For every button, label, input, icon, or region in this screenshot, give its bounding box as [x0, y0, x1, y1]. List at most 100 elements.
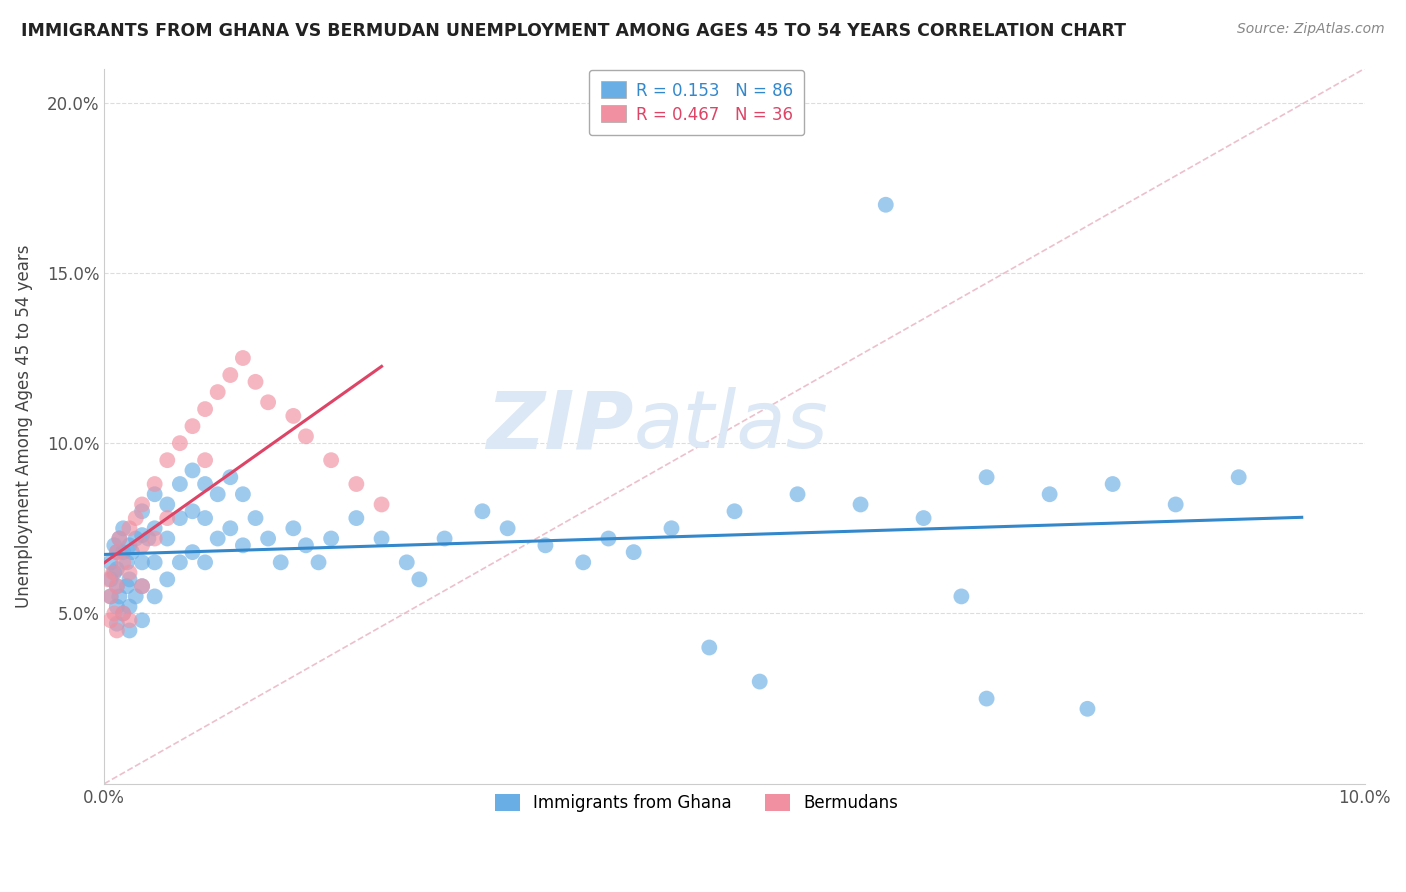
Point	[723, 504, 745, 518]
Point	[344, 511, 367, 525]
Point	[131, 504, 153, 518]
Point	[194, 555, 217, 569]
Point	[156, 511, 179, 525]
Point	[156, 453, 179, 467]
Point	[143, 532, 166, 546]
Point	[108, 590, 131, 604]
Point	[219, 368, 242, 382]
Point	[169, 436, 191, 450]
Point	[194, 511, 217, 525]
Point	[105, 545, 128, 559]
Point	[976, 691, 998, 706]
Point	[207, 385, 229, 400]
Point	[370, 498, 392, 512]
Point	[112, 545, 135, 559]
Point	[125, 511, 148, 525]
Point	[697, 640, 720, 655]
Point	[105, 562, 128, 576]
Point	[105, 579, 128, 593]
Point	[105, 616, 128, 631]
Legend: Immigrants from Ghana, Bermudans: Immigrants from Ghana, Bermudans	[482, 780, 911, 825]
Point	[138, 532, 160, 546]
Point	[395, 555, 418, 569]
Point	[370, 532, 392, 546]
Point	[169, 555, 191, 569]
Point	[534, 538, 557, 552]
Point	[194, 402, 217, 417]
Point	[344, 477, 367, 491]
Point	[321, 532, 343, 546]
Point	[131, 613, 153, 627]
Point	[131, 538, 153, 552]
Point	[283, 409, 305, 423]
Point	[308, 555, 330, 569]
Point	[125, 590, 148, 604]
Point	[108, 532, 131, 546]
Point	[181, 419, 204, 434]
Point	[121, 545, 143, 559]
Point	[1076, 702, 1098, 716]
Point	[118, 613, 141, 627]
Point	[156, 573, 179, 587]
Point	[100, 573, 122, 587]
Point	[598, 532, 620, 546]
Point	[105, 624, 128, 638]
Point	[1039, 487, 1062, 501]
Text: Source: ZipAtlas.com: Source: ZipAtlas.com	[1237, 22, 1385, 37]
Point	[623, 545, 645, 559]
Point	[950, 590, 973, 604]
Point	[115, 555, 138, 569]
Point	[118, 573, 141, 587]
Point	[1227, 470, 1250, 484]
Point	[321, 453, 343, 467]
Point	[245, 511, 267, 525]
Point	[143, 521, 166, 535]
Point	[131, 579, 153, 593]
Point	[156, 498, 179, 512]
Point	[295, 538, 318, 552]
Point	[232, 351, 254, 365]
Point	[143, 477, 166, 491]
Point	[912, 511, 935, 525]
Point	[295, 429, 318, 443]
Point	[849, 498, 872, 512]
Point	[112, 607, 135, 621]
Point	[125, 532, 148, 546]
Point	[219, 470, 242, 484]
Point	[1101, 477, 1123, 491]
Point	[1164, 498, 1187, 512]
Point	[103, 566, 125, 580]
Point	[112, 555, 135, 569]
Point	[131, 555, 153, 569]
Point	[131, 579, 153, 593]
Point	[875, 198, 897, 212]
Point	[143, 590, 166, 604]
Point	[181, 545, 204, 559]
Point	[270, 555, 292, 569]
Point	[786, 487, 808, 501]
Point	[207, 487, 229, 501]
Point	[232, 487, 254, 501]
Point	[245, 375, 267, 389]
Point	[194, 477, 217, 491]
Point	[118, 566, 141, 580]
Point	[283, 521, 305, 535]
Point	[105, 579, 128, 593]
Point	[408, 573, 430, 587]
Point	[105, 545, 128, 559]
Point	[100, 613, 122, 627]
Point	[103, 538, 125, 552]
Point	[976, 470, 998, 484]
Point	[169, 477, 191, 491]
Point	[112, 521, 135, 535]
Point	[257, 532, 280, 546]
Point	[118, 599, 141, 614]
Point	[103, 607, 125, 621]
Point	[207, 532, 229, 546]
Point	[112, 607, 135, 621]
Point	[108, 532, 131, 546]
Point	[156, 532, 179, 546]
Text: atlas: atlas	[634, 387, 828, 465]
Point	[661, 521, 683, 535]
Point	[131, 498, 153, 512]
